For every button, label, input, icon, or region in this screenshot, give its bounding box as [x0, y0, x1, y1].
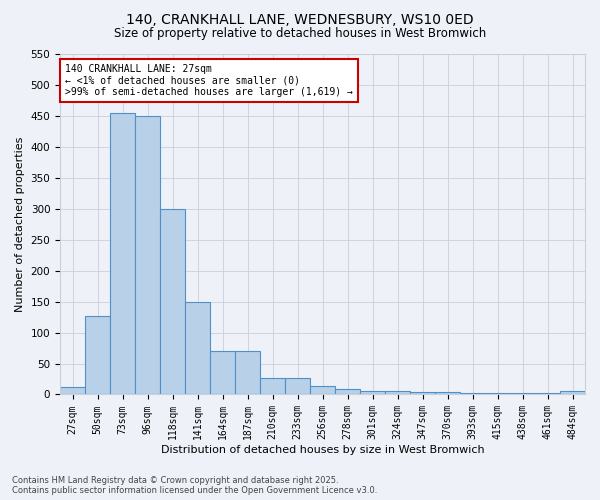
Bar — [60, 387, 85, 394]
Bar — [410, 392, 435, 394]
Bar — [285, 378, 310, 394]
Bar — [485, 393, 510, 394]
Bar — [110, 113, 135, 394]
Bar — [160, 209, 185, 394]
X-axis label: Distribution of detached houses by size in West Bromwich: Distribution of detached houses by size … — [161, 445, 484, 455]
Text: Contains HM Land Registry data © Crown copyright and database right 2025.
Contai: Contains HM Land Registry data © Crown c… — [12, 476, 377, 495]
Bar — [260, 378, 285, 394]
Bar — [185, 302, 210, 394]
Bar — [85, 316, 110, 394]
Bar — [385, 391, 410, 394]
Text: 140, CRANKHALL LANE, WEDNESBURY, WS10 0ED: 140, CRANKHALL LANE, WEDNESBURY, WS10 0E… — [126, 12, 474, 26]
Bar — [460, 392, 485, 394]
Y-axis label: Number of detached properties: Number of detached properties — [15, 136, 25, 312]
Bar — [135, 116, 160, 394]
Bar — [310, 386, 335, 394]
Bar — [435, 392, 460, 394]
Bar — [335, 389, 360, 394]
Bar — [210, 351, 235, 395]
Bar — [235, 351, 260, 395]
Text: 140 CRANKHALL LANE: 27sqm
← <1% of detached houses are smaller (0)
>99% of semi-: 140 CRANKHALL LANE: 27sqm ← <1% of detac… — [65, 64, 353, 98]
Bar — [535, 393, 560, 394]
Bar — [360, 391, 385, 394]
Bar — [510, 393, 535, 394]
Text: Size of property relative to detached houses in West Bromwich: Size of property relative to detached ho… — [114, 28, 486, 40]
Bar — [560, 392, 585, 394]
